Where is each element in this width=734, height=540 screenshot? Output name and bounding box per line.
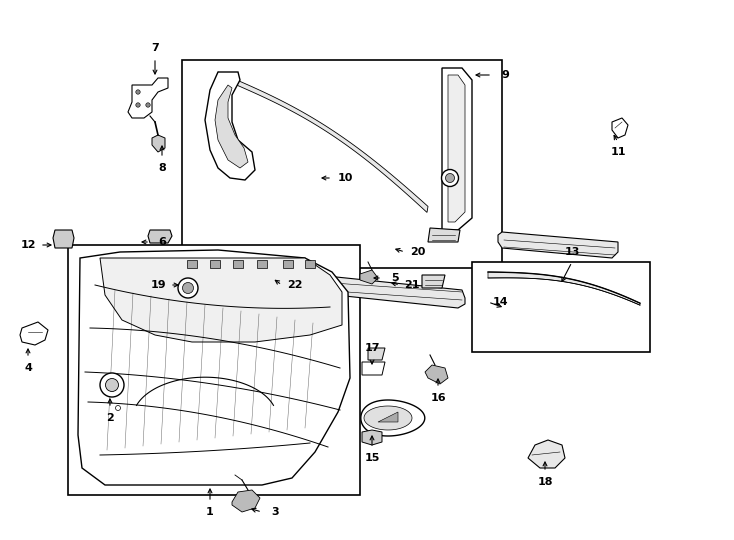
Polygon shape <box>422 275 445 288</box>
Bar <box>283 260 293 268</box>
Text: 8: 8 <box>158 163 166 173</box>
Text: 4: 4 <box>24 363 32 373</box>
Polygon shape <box>612 118 628 138</box>
Polygon shape <box>362 362 385 375</box>
Circle shape <box>115 406 120 410</box>
Circle shape <box>178 278 198 298</box>
Text: 11: 11 <box>610 147 626 157</box>
Bar <box>472 262 650 352</box>
Text: 10: 10 <box>338 173 353 183</box>
Bar <box>257 260 267 268</box>
Polygon shape <box>148 230 172 243</box>
Text: 16: 16 <box>430 393 446 403</box>
Polygon shape <box>362 430 382 445</box>
Circle shape <box>100 373 124 397</box>
Polygon shape <box>361 400 425 436</box>
Polygon shape <box>232 490 260 512</box>
Circle shape <box>136 90 140 94</box>
Text: 12: 12 <box>21 240 36 250</box>
Text: 22: 22 <box>287 280 302 290</box>
Polygon shape <box>448 75 465 222</box>
Circle shape <box>446 173 454 183</box>
Polygon shape <box>215 85 248 168</box>
Polygon shape <box>285 272 465 308</box>
Polygon shape <box>218 72 428 212</box>
Polygon shape <box>20 322 48 345</box>
Polygon shape <box>152 135 165 152</box>
Polygon shape <box>425 365 448 384</box>
Circle shape <box>106 379 118 392</box>
Text: 18: 18 <box>537 477 553 487</box>
Polygon shape <box>78 250 350 485</box>
Text: 20: 20 <box>410 247 426 257</box>
Polygon shape <box>498 232 618 258</box>
Bar <box>187 260 197 268</box>
Polygon shape <box>488 272 640 305</box>
Polygon shape <box>53 230 74 248</box>
Bar <box>182 60 502 268</box>
Bar <box>210 260 220 268</box>
Text: 6: 6 <box>158 237 166 247</box>
Circle shape <box>441 170 459 186</box>
Bar <box>305 260 315 268</box>
Bar <box>233 260 243 268</box>
Text: 5: 5 <box>391 273 399 283</box>
Circle shape <box>183 282 194 294</box>
Text: 7: 7 <box>151 43 159 53</box>
Polygon shape <box>528 440 565 468</box>
Text: 17: 17 <box>364 343 379 353</box>
Text: 2: 2 <box>106 413 114 423</box>
Polygon shape <box>442 68 472 230</box>
Text: 1: 1 <box>206 507 214 517</box>
Circle shape <box>136 103 140 107</box>
Polygon shape <box>100 258 342 342</box>
Text: 13: 13 <box>564 247 580 257</box>
Circle shape <box>146 103 150 107</box>
Text: 14: 14 <box>493 297 508 307</box>
Polygon shape <box>378 412 398 422</box>
Polygon shape <box>364 406 412 430</box>
Text: 9: 9 <box>501 70 509 80</box>
Text: 15: 15 <box>364 453 379 463</box>
Polygon shape <box>128 78 168 118</box>
Polygon shape <box>428 228 460 242</box>
Polygon shape <box>205 72 255 180</box>
Polygon shape <box>368 348 385 360</box>
Bar <box>68 245 360 495</box>
Polygon shape <box>360 270 378 284</box>
Text: 19: 19 <box>150 280 166 290</box>
Text: 21: 21 <box>404 280 420 290</box>
Text: 3: 3 <box>271 507 279 517</box>
